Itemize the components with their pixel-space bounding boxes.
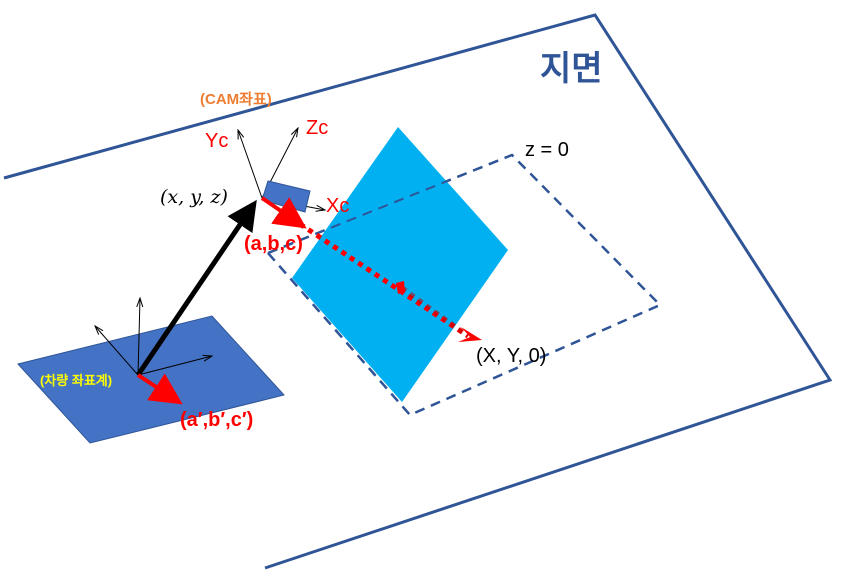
ground-point-label: (X, Y, 0) bbox=[476, 345, 546, 367]
camera-vector-label: (a,b,c) bbox=[244, 233, 303, 255]
camera-direction-vector bbox=[260, 196, 307, 229]
z-plane-edge-overlay bbox=[267, 252, 411, 416]
vehicle-to-camera-vector bbox=[135, 199, 257, 377]
z-plane-label: z = 0 bbox=[525, 139, 569, 161]
cam-coord-label: (CAM좌표) bbox=[200, 91, 272, 108]
image-plane-intersection-marker bbox=[396, 281, 405, 294]
projection-ray bbox=[298, 221, 470, 339]
z-plane-edge-overlay-top bbox=[267, 154, 513, 254]
camera-body bbox=[261, 180, 311, 213]
vehicle-coord-label: (차량 좌표계) bbox=[40, 373, 112, 388]
ground-plane-outline bbox=[3, 13, 833, 570]
image-plane bbox=[292, 127, 508, 402]
zc-axis-label: Zc bbox=[306, 117, 328, 139]
projection-ray-inside bbox=[400, 285, 470, 339]
camera-position-label: (x, y, z) bbox=[160, 186, 228, 208]
vehicle-axes bbox=[95, 298, 212, 376]
yc-axis-label: Yc bbox=[205, 130, 228, 152]
vehicle-vector-label: (a′,b′,c′) bbox=[180, 409, 253, 431]
ground-label: 지면 bbox=[540, 50, 603, 88]
ground-point-arrowhead bbox=[458, 327, 482, 342]
vehicle-direction-vector bbox=[136, 373, 183, 405]
xc-axis-label: Xc bbox=[326, 195, 349, 217]
